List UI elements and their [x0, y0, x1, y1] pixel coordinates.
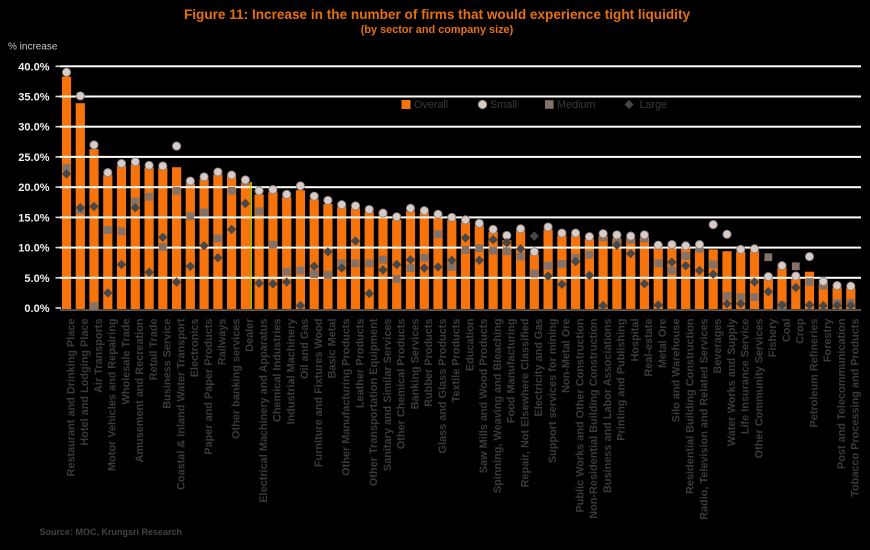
svg-text:Leather Products: Leather Products	[354, 319, 366, 409]
svg-text:Non-Metal Ore: Non-Metal Ore	[561, 319, 573, 393]
svg-text:Education: Education	[464, 319, 476, 372]
svg-text:Business Service: Business Service	[162, 319, 174, 409]
svg-text:Metal Ore: Metal Ore	[657, 319, 669, 369]
svg-text:Saw Mills and Wood Products: Saw Mills and Wood Products	[478, 318, 490, 473]
svg-text:35.0%: 35.0%	[18, 92, 49, 104]
svg-text:Business and Labor Association: Business and Labor Associations	[602, 319, 614, 494]
svg-text:Electronics: Electronics	[189, 319, 201, 378]
svg-text:15.0%: 15.0%	[18, 212, 49, 224]
svg-text:Wholesale Trade: Wholesale Trade	[120, 319, 132, 405]
svg-text:Banking Services: Banking Services	[409, 319, 421, 410]
svg-text:Other Chemical Products: Other Chemical Products	[396, 319, 408, 450]
svg-text:Sanitary and Similar Services: Sanitary and Similar Services	[382, 319, 394, 472]
svg-text:Repair, Not Elsewhere Classifi: Repair, Not Elsewhere Classified	[519, 319, 531, 488]
svg-text:Basic Metal: Basic Metal	[327, 319, 339, 379]
svg-text:Tobacco Processing and Product: Tobacco Processing and Products	[850, 319, 862, 497]
svg-text:Motor Vehicles and Repairing: Motor Vehicles and Repairing	[107, 319, 119, 472]
svg-text:Amusement and Recreation: Amusement and Recreation	[134, 319, 146, 463]
svg-text:Water Works and Supply: Water Works and Supply	[726, 319, 738, 447]
svg-text:Figure 11: Increase in the num: Figure 11: Increase in the number of fir…	[184, 7, 691, 22]
svg-text:Support services for mining: Support services for mining	[547, 319, 559, 464]
svg-text:Life Insurance Service: Life Insurance Service	[740, 319, 752, 435]
svg-text:Crop: Crop	[795, 318, 807, 344]
svg-text:Electricity and Gas: Electricity and Gas	[533, 319, 545, 417]
svg-text:Other Transportation Equipment: Other Transportation Equipment	[368, 318, 380, 486]
svg-text:Other Community Services: Other Community Services	[753, 319, 765, 459]
svg-text:Medium: Medium	[557, 99, 595, 111]
svg-text:Radio, Television and Related: Radio, Television and Related Services	[698, 319, 710, 520]
svg-text:Other banking services: Other banking services	[230, 319, 242, 439]
svg-text:25.0%: 25.0%	[18, 152, 49, 164]
svg-text:Source: MOC, Krungsri Research: Source: MOC, Krungsri Research	[40, 527, 183, 537]
svg-text:Chemical Industries: Chemical Industries	[272, 319, 284, 423]
svg-text:30.0%: 30.0%	[18, 122, 49, 134]
svg-text:Printing and Publishing: Printing and Publishing	[616, 319, 628, 441]
svg-text:40.0%: 40.0%	[18, 61, 49, 73]
svg-text:Post and Telecommunication: Post and Telecommunication	[836, 319, 848, 469]
svg-text:Spinning, Weaving and Bleachin: Spinning, Weaving and Bleaching	[492, 319, 504, 494]
svg-text:Public Works and Other Constru: Public Works and Other Construction	[574, 319, 586, 513]
svg-text:Glass and Glass Products: Glass and Glass Products	[437, 319, 449, 454]
svg-text:% increase: % increase	[8, 42, 58, 53]
svg-text:Rubber Products: Rubber Products	[423, 318, 435, 406]
svg-text:Real-estate: Real-estate	[643, 319, 655, 377]
svg-text:0.0%: 0.0%	[24, 303, 49, 315]
svg-text:Textile Products: Textile Products	[451, 318, 463, 402]
svg-text:Air Transports: Air Transports	[93, 319, 105, 393]
svg-text:Furniture and Fixtures Wood: Furniture and Fixtures Wood	[313, 319, 325, 468]
svg-text:Coastal & Inland Water Transpo: Coastal & Inland Water Transport	[175, 318, 187, 490]
svg-text:Oil and Gas: Oil and Gas	[299, 319, 311, 380]
svg-text:Paper and Paper Products: Paper and Paper Products	[203, 319, 215, 455]
svg-text:Dealer: Dealer	[244, 318, 256, 352]
svg-text:Restaurant and Drinking Place: Restaurant and Drinking Place	[65, 319, 77, 477]
svg-text:Food Manufacturing: Food Manufacturing	[506, 319, 518, 424]
svg-text:Electrical Machinery and Appar: Electrical Machinery and Apparatus	[258, 319, 270, 503]
svg-text:(by sector and company size): (by sector and company size)	[361, 24, 514, 36]
svg-text:Forestry: Forestry	[822, 319, 834, 363]
svg-text:Large: Large	[640, 99, 668, 111]
svg-text:Coal: Coal	[781, 319, 793, 343]
svg-text:20.0%: 20.0%	[18, 182, 49, 194]
svg-text:Railways: Railways	[217, 319, 229, 366]
svg-text:Beverages: Beverages	[712, 319, 724, 374]
svg-text:Non-Residential Building Const: Non-Residential Building Construction	[588, 319, 600, 519]
svg-text:Hotel and Lodging Place: Hotel and Lodging Place	[79, 319, 91, 446]
svg-text:Small: Small	[490, 99, 517, 111]
svg-text:Overall: Overall	[414, 99, 448, 111]
svg-text:5.0%: 5.0%	[24, 273, 49, 285]
svg-text:Hospital: Hospital	[630, 319, 642, 362]
svg-text:Petroleum Refineries: Petroleum Refineries	[808, 319, 820, 428]
svg-text:Industrial Machinery: Industrial Machinery	[286, 319, 298, 425]
svg-text:Other Manufacturing Products: Other Manufacturing Products	[341, 319, 353, 476]
svg-text:Retail Trade: Retail Trade	[148, 319, 160, 381]
svg-text:Residential Building Construct: Residential Building Construction	[685, 319, 697, 494]
svg-text:Fishery: Fishery	[767, 319, 779, 358]
svg-text:10.0%: 10.0%	[18, 243, 49, 255]
svg-text:Silo and Warehouse: Silo and Warehouse	[671, 319, 683, 423]
